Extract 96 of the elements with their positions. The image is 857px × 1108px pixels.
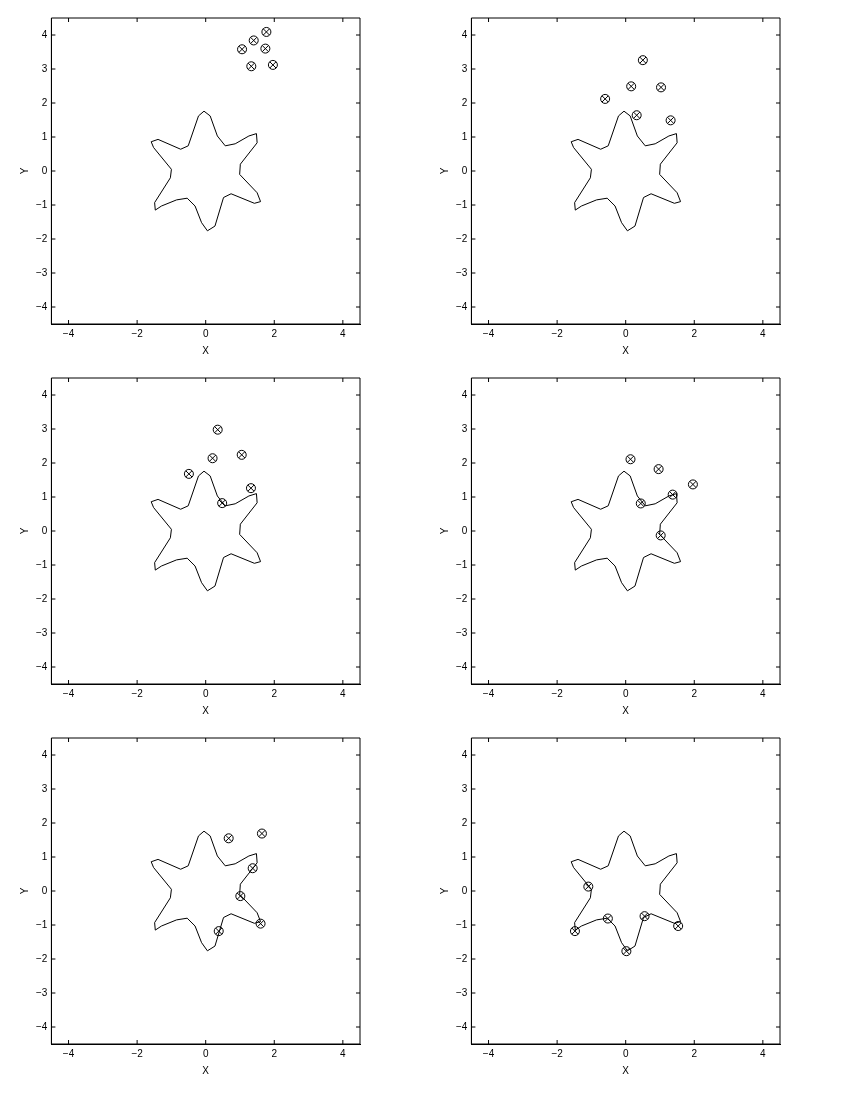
y-tick-label: 1 — [461, 490, 468, 502]
x-tick-label: −2 — [551, 1047, 564, 1059]
x-axis-title: X — [202, 704, 210, 716]
y-tick-label: 3 — [41, 422, 48, 434]
x-tick-label: 4 — [340, 1047, 347, 1059]
x-axis-title: X — [622, 1064, 630, 1076]
x-axis-title: X — [622, 344, 630, 356]
x-tick-label: −4 — [482, 327, 495, 339]
y-tick-label: 1 — [41, 130, 48, 142]
y-tick-label: −4 — [36, 300, 48, 312]
x-tick-label: 4 — [760, 687, 767, 699]
y-axis-title: Y — [18, 887, 30, 895]
x-axis-title: X — [202, 1064, 210, 1076]
y-tick-label: 2 — [41, 96, 48, 108]
y-tick-label: −3 — [36, 266, 48, 278]
y-tick-label: −3 — [36, 986, 48, 998]
y-tick-label: −4 — [36, 1020, 48, 1032]
y-axis-title: Y — [438, 167, 450, 175]
x-axis-title: X — [622, 704, 630, 716]
x-axis-title: X — [202, 344, 210, 356]
x-tick-label: 2 — [691, 1047, 698, 1059]
y-tick-label: 1 — [461, 130, 468, 142]
y-tick-label: −4 — [456, 660, 468, 672]
x-tick-label: −4 — [62, 1047, 75, 1059]
y-tick-label: 4 — [461, 388, 468, 400]
y-tick-label: 4 — [41, 388, 48, 400]
y-axis-title: Y — [438, 527, 450, 535]
y-tick-label: 3 — [41, 62, 48, 74]
x-tick-label: 2 — [271, 687, 278, 699]
y-tick-label: −3 — [36, 626, 48, 638]
x-tick-label: 4 — [760, 327, 767, 339]
y-tick-label: −3 — [456, 626, 468, 638]
y-tick-label: −3 — [456, 266, 468, 278]
y-tick-label: 1 — [461, 850, 468, 862]
y-tick-label: 4 — [41, 748, 48, 760]
y-tick-label: 3 — [461, 782, 468, 794]
x-tick-label: 2 — [271, 1047, 278, 1059]
y-tick-label: 3 — [461, 62, 468, 74]
y-tick-label: 3 — [461, 422, 468, 434]
x-tick-label: −2 — [551, 327, 564, 339]
y-tick-label: −4 — [456, 1020, 468, 1032]
y-tick-label: 2 — [41, 456, 48, 468]
x-tick-label: −2 — [131, 1047, 144, 1059]
y-axis-title: Y — [438, 887, 450, 895]
y-tick-label: 0 — [41, 884, 48, 896]
y-tick-label: 0 — [461, 164, 468, 176]
y-tick-label: 4 — [41, 28, 48, 40]
x-tick-label: −4 — [482, 1047, 495, 1059]
y-tick-label: −1 — [456, 558, 468, 570]
y-tick-label: −1 — [36, 558, 48, 570]
x-tick-label: 0 — [622, 327, 629, 339]
x-tick-label: 4 — [340, 687, 347, 699]
y-tick-label: 1 — [41, 850, 48, 862]
x-tick-label: 4 — [340, 327, 347, 339]
y-tick-label: 0 — [461, 884, 468, 896]
x-tick-label: −4 — [482, 687, 495, 699]
y-tick-label: 2 — [461, 96, 468, 108]
x-tick-label: 0 — [202, 687, 209, 699]
x-tick-label: −2 — [131, 687, 144, 699]
y-tick-label: 4 — [461, 748, 468, 760]
x-tick-label: 0 — [202, 1047, 209, 1059]
x-tick-label: −4 — [62, 327, 75, 339]
y-tick-label: −4 — [36, 660, 48, 672]
y-tick-label: −2 — [456, 952, 468, 964]
y-tick-label: 2 — [461, 816, 468, 828]
x-tick-label: 2 — [691, 327, 698, 339]
y-tick-label: 2 — [41, 816, 48, 828]
y-tick-label: −1 — [456, 918, 468, 930]
y-tick-label: −1 — [36, 198, 48, 210]
y-tick-label: 0 — [41, 524, 48, 536]
y-tick-label: 4 — [461, 28, 468, 40]
y-axis-title: Y — [18, 167, 30, 175]
y-tick-label: −1 — [456, 198, 468, 210]
y-tick-label: 0 — [41, 164, 48, 176]
x-tick-label: 0 — [202, 327, 209, 339]
y-tick-label: −2 — [36, 232, 48, 244]
y-tick-label: −2 — [456, 232, 468, 244]
y-tick-label: 3 — [41, 782, 48, 794]
x-tick-label: 2 — [691, 687, 698, 699]
x-tick-label: 4 — [760, 1047, 767, 1059]
y-tick-label: 2 — [461, 456, 468, 468]
y-tick-label: −1 — [36, 918, 48, 930]
x-tick-label: 0 — [622, 687, 629, 699]
x-tick-label: −2 — [131, 327, 144, 339]
y-tick-label: −2 — [36, 592, 48, 604]
x-tick-label: 2 — [271, 327, 278, 339]
y-axis-title: Y — [18, 527, 30, 535]
y-tick-label: −2 — [456, 592, 468, 604]
y-tick-label: −3 — [456, 986, 468, 998]
x-tick-label: 0 — [622, 1047, 629, 1059]
y-tick-label: −2 — [36, 952, 48, 964]
y-tick-label: 0 — [461, 524, 468, 536]
y-tick-label: −4 — [456, 300, 468, 312]
x-tick-label: −4 — [62, 687, 75, 699]
y-tick-label: 1 — [41, 490, 48, 502]
x-tick-label: −2 — [551, 687, 564, 699]
